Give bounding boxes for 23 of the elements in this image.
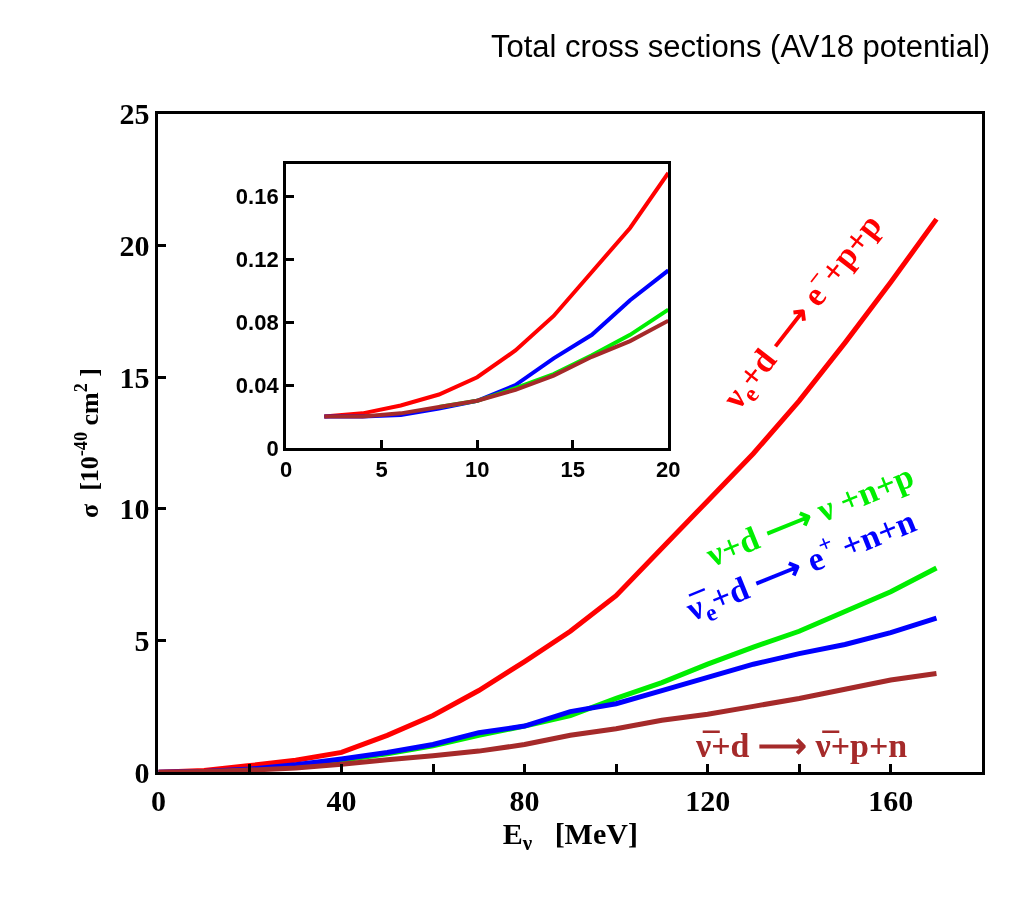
x-tick-label: 20 [656, 457, 681, 483]
y-tick-label: 10 [119, 492, 150, 526]
y-tick-label: 15 [119, 360, 150, 394]
line-series [322, 318, 669, 419]
y-tick-label: 0.16 [235, 184, 279, 210]
x-tick-label: 15 [560, 457, 585, 483]
x-tick-label: 5 [375, 457, 388, 483]
y-tick-label: 5 [134, 624, 150, 657]
x-tick-label: 160 [868, 784, 914, 818]
x-axis-title: E$_{ν}$ [MeV] [502, 817, 638, 856]
y-tick-label: 0 [266, 435, 279, 461]
x-tick-label: 80 [509, 784, 540, 818]
y-tick-label: 0.04 [235, 372, 280, 398]
x-tick-label: 120 [685, 784, 731, 818]
y-tick-label: 0.12 [235, 247, 279, 273]
x-tick-label: 40 [326, 784, 357, 818]
y-tick-label: 20 [119, 228, 150, 262]
y-tick-label: 25 [119, 97, 150, 131]
y-tick-label: 0.08 [235, 309, 279, 335]
x-tick-label: 10 [464, 457, 490, 483]
y-tick-label: 0 [134, 755, 150, 789]
series-label: ν̅+d ⟶ ν̅+p+n [695, 727, 908, 764]
chart-title: Total cross sections (AV18 potential) [491, 29, 991, 64]
